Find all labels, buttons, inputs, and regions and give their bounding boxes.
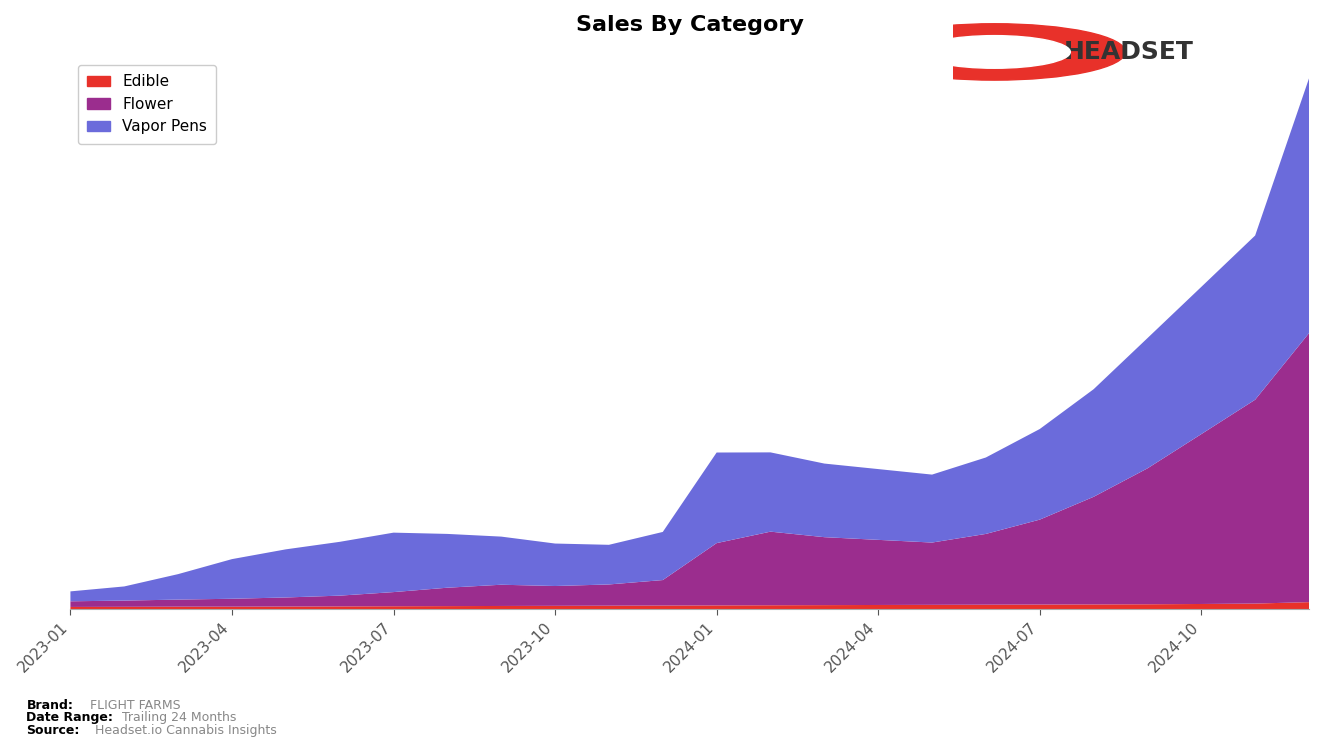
Text: FLIGHT FARMS: FLIGHT FARMS bbox=[90, 699, 180, 712]
Title: Sales By Category: Sales By Category bbox=[576, 15, 804, 35]
Text: Date Range:: Date Range: bbox=[26, 712, 114, 724]
Circle shape bbox=[919, 36, 1070, 68]
Text: Brand:: Brand: bbox=[26, 699, 73, 712]
Text: Headset.io Cannabis Insights: Headset.io Cannabis Insights bbox=[95, 724, 277, 737]
Legend: Edible, Flower, Vapor Pens: Edible, Flower, Vapor Pens bbox=[78, 65, 216, 144]
Text: HEADSET: HEADSET bbox=[1063, 40, 1193, 64]
Text: Trailing 24 Months: Trailing 24 Months bbox=[122, 712, 236, 724]
Circle shape bbox=[863, 24, 1125, 80]
Text: Source:: Source: bbox=[26, 724, 79, 737]
